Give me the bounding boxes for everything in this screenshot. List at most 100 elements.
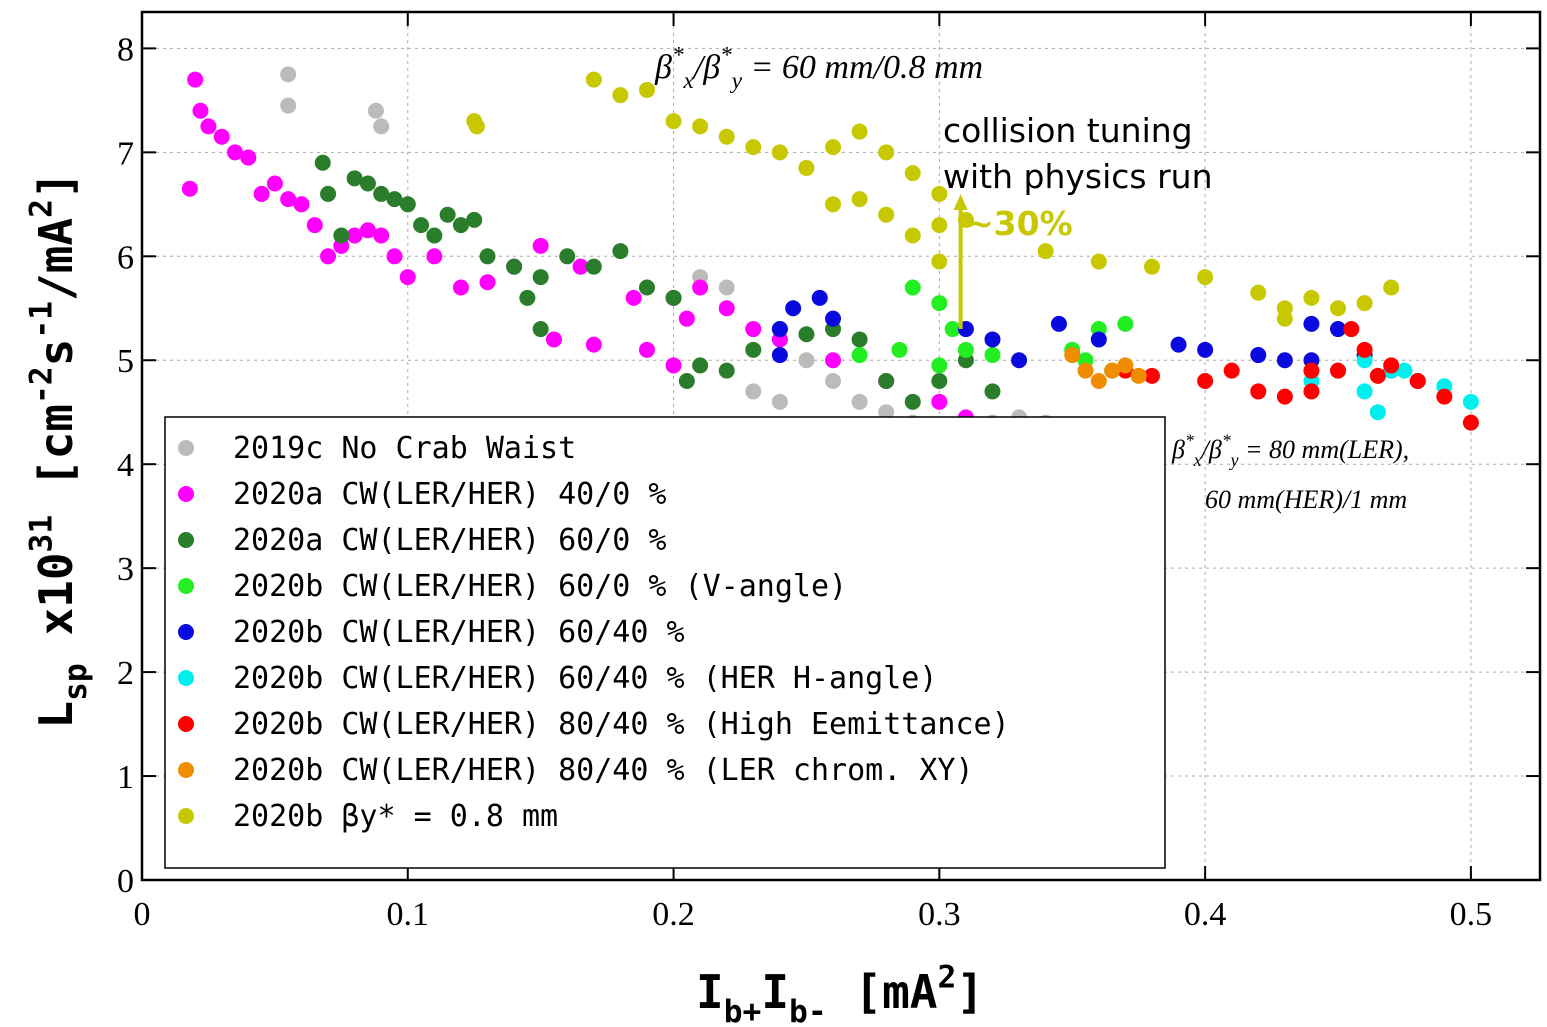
data-point xyxy=(192,102,209,119)
y-axis-label-part: [cm xyxy=(29,404,83,515)
data-point xyxy=(452,217,469,234)
data-point xyxy=(399,196,416,213)
data-point xyxy=(1330,300,1347,317)
x-tick-label: 0.3 xyxy=(918,896,961,933)
data-point xyxy=(1356,383,1373,400)
y-tick-label: 7 xyxy=(117,135,134,172)
data-point xyxy=(745,321,762,338)
data-point xyxy=(851,347,868,364)
data-point xyxy=(904,165,921,182)
data-point xyxy=(280,66,297,83)
data-point xyxy=(1223,362,1240,379)
data-point xyxy=(825,352,842,369)
y-axis-label-part: s xyxy=(29,339,83,367)
data-point xyxy=(1011,352,1028,369)
data-point xyxy=(851,331,868,348)
data-point xyxy=(718,300,735,317)
annotation-part: = 60 mm/0.8 mm xyxy=(742,49,983,86)
data-point xyxy=(718,128,735,145)
y-axis-label-part: 31 xyxy=(23,515,59,553)
legend-marker xyxy=(178,762,194,778)
annotation: ~30% xyxy=(966,204,1073,243)
annotation-part: y xyxy=(730,68,743,94)
data-point xyxy=(1462,414,1479,431)
data-point xyxy=(386,248,403,265)
legend-label: 2020a CW(LER/HER) 60/0 % xyxy=(233,523,666,558)
data-point xyxy=(367,102,384,119)
data-point xyxy=(1143,367,1160,384)
annotation-part: * xyxy=(672,43,684,69)
data-point xyxy=(1462,393,1479,410)
data-point xyxy=(280,97,297,114)
data-point xyxy=(825,310,842,327)
data-point xyxy=(519,289,536,306)
legend-marker xyxy=(178,440,194,456)
data-point xyxy=(851,123,868,140)
data-point xyxy=(1090,253,1107,270)
data-point xyxy=(373,227,390,244)
data-point xyxy=(851,191,868,208)
data-point xyxy=(545,331,562,348)
annotation: with physics run xyxy=(943,157,1212,196)
x-axis-label-part: ] xyxy=(956,965,984,1019)
data-point xyxy=(798,159,815,176)
data-point xyxy=(745,139,762,156)
data-point xyxy=(452,279,469,296)
data-point xyxy=(1250,284,1267,301)
y-axis-label: Lsp x1031 [cm-2s-1/mA2] xyxy=(23,171,94,728)
data-point xyxy=(798,352,815,369)
x-tick-label: 0.4 xyxy=(1184,896,1227,933)
data-point xyxy=(373,185,390,202)
data-point xyxy=(878,206,895,223)
data-point xyxy=(931,253,948,270)
data-point xyxy=(1383,279,1400,296)
data-point xyxy=(187,71,204,88)
annotation-part: * xyxy=(1185,430,1194,450)
data-point xyxy=(572,258,589,275)
y-axis-label-part: -2 xyxy=(23,366,59,404)
data-point xyxy=(851,393,868,410)
data-point xyxy=(625,289,642,306)
data-point xyxy=(1064,347,1081,364)
data-point xyxy=(227,144,244,161)
data-point xyxy=(1104,362,1121,379)
y-axis-label-part: ] xyxy=(29,171,83,199)
legend-label: 2020b CW(LER/HER) 80/40 % (LER chrom. XY… xyxy=(233,753,974,788)
data-point xyxy=(678,310,695,327)
data-point xyxy=(439,206,456,223)
legend-marker xyxy=(178,670,194,686)
data-point xyxy=(253,185,270,202)
data-point xyxy=(931,185,948,202)
data-point xyxy=(240,149,257,166)
data-point xyxy=(532,269,549,286)
legend-label: 2019c No Crab Waist xyxy=(233,431,576,466)
y-axis-label-part: -1 xyxy=(23,301,59,339)
data-point xyxy=(878,373,895,390)
data-point xyxy=(825,373,842,390)
plot-frame xyxy=(140,10,1542,882)
data-point xyxy=(1250,347,1267,364)
annotation-part: β xyxy=(654,49,672,86)
data-point xyxy=(320,185,337,202)
data-point xyxy=(931,373,948,390)
data-point xyxy=(532,321,549,338)
data-point xyxy=(665,289,682,306)
data-point xyxy=(466,211,483,228)
legend-label: 2020b CW(LER/HER) 60/0 % (V-angle) xyxy=(233,569,847,604)
data-point xyxy=(359,175,376,192)
data-point xyxy=(878,404,895,421)
legend-label: 2020b CW(LER/HER) 60/40 % (HER H-angle) xyxy=(233,661,937,696)
data-point xyxy=(306,217,323,234)
data-point xyxy=(771,144,788,161)
data-point xyxy=(638,81,655,98)
data-point xyxy=(745,341,762,358)
data-point xyxy=(931,295,948,312)
data-point xyxy=(346,170,363,187)
legend-marker xyxy=(178,716,194,732)
legend-label: 2020b CW(LER/HER) 80/40 % (High Eemittan… xyxy=(233,707,1010,742)
x-tick-label: 0 xyxy=(134,896,151,933)
annotation-part: /β xyxy=(692,49,720,86)
data-point xyxy=(1356,341,1373,358)
data-point xyxy=(1383,357,1400,374)
data-point xyxy=(314,154,331,171)
